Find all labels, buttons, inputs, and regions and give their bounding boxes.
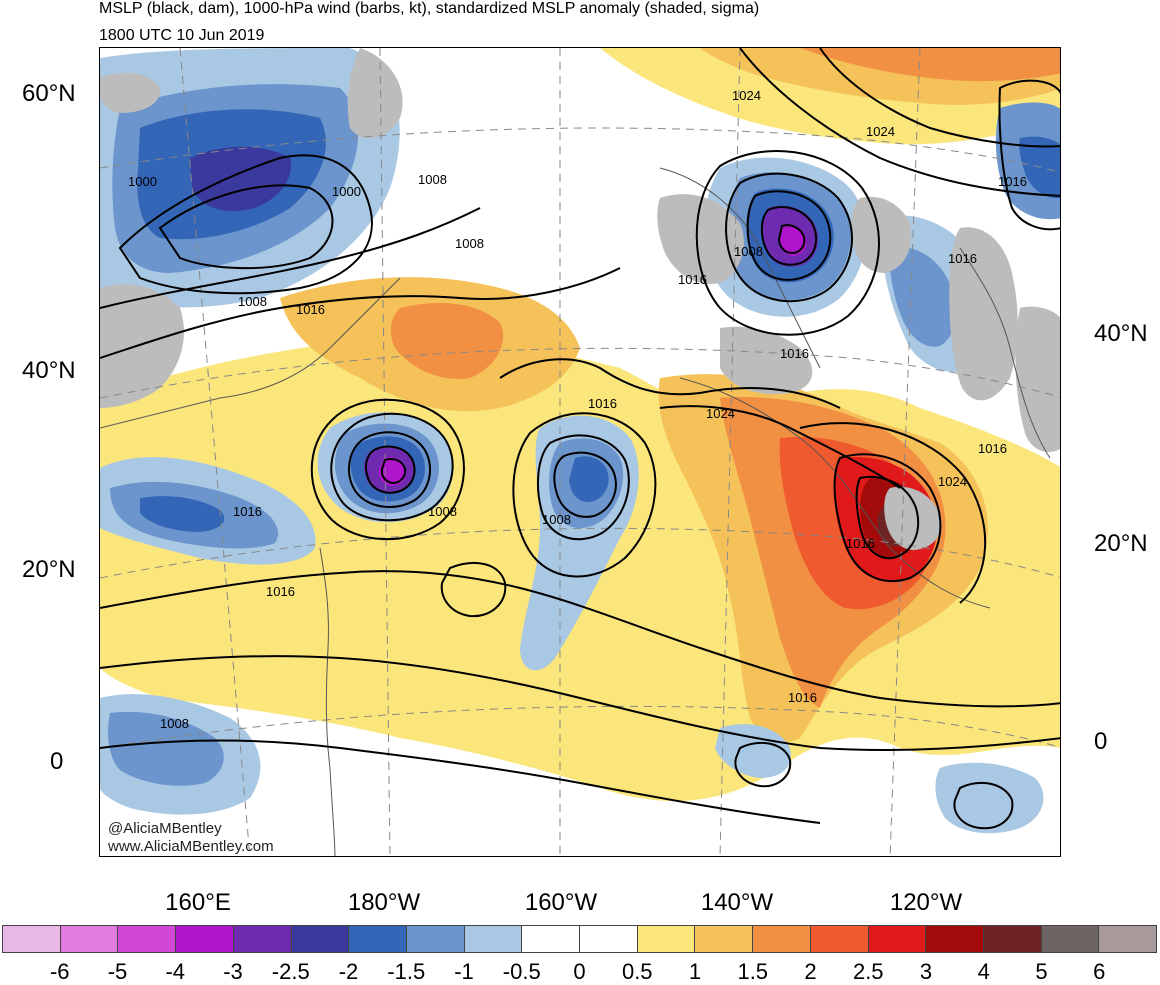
anomaly-colorbar <box>2 925 1157 953</box>
graticule <box>100 48 1060 856</box>
colorbar-tick-label: -0.5 <box>502 959 541 984</box>
colorbar-tick-label: 0 <box>573 959 586 984</box>
lon-label: 120°W <box>889 889 963 916</box>
lat-label-left: 20°N <box>22 556 76 583</box>
colorbar-tick-label: -6 <box>49 959 70 984</box>
colorbar-tick-label: 1.5 <box>737 959 769 984</box>
colorbar-tick-label: -3 <box>223 959 243 984</box>
colorbar-swatch <box>753 926 811 952</box>
colorbar-swatch <box>810 926 869 952</box>
isobar-label: 1016 <box>296 302 325 317</box>
isobar-label: 1016 <box>780 346 809 361</box>
map-canvas: 1024 1024 1016 1000 1000 1008 1008 1016 … <box>100 48 1060 856</box>
map-title: MSLP (black, dam), 1000-hPa wind (barbs,… <box>99 0 760 17</box>
colorbar-swatch <box>291 926 350 952</box>
lon-label: 180°W <box>347 889 421 916</box>
isobar-label: 1008 <box>238 294 267 309</box>
lon-label: 140°W <box>700 889 774 916</box>
isobar-label: 1016 <box>678 272 707 287</box>
isobar-label: 1000 <box>128 174 157 189</box>
anomaly-shading-negative <box>100 48 1060 834</box>
isobar-label: 1016 <box>846 536 875 551</box>
lat-label-right: 20°N <box>1094 530 1148 557</box>
credit-website: www.AliciaMBentley.com <box>107 838 274 855</box>
colorbar-tick-label: 0.5 <box>621 959 653 984</box>
colorbar-swatch <box>176 926 234 952</box>
isobar-label: 1008 <box>418 172 447 187</box>
isobar-label: 1016 <box>788 690 817 705</box>
lat-label-left: 60°N <box>22 80 76 107</box>
isobar-label: 1016 <box>998 174 1027 189</box>
isobar-label: 1008 <box>542 512 571 527</box>
colorbar-tick-label: 5 <box>1035 959 1048 984</box>
map-valid-time: 1800 UTC 10 Jun 2019 <box>99 27 265 44</box>
isobar-label: 1000 <box>332 184 361 199</box>
colorbar-swatch <box>406 926 465 952</box>
isobar-label: 1008 <box>428 504 457 519</box>
elevated-terrain-gray <box>100 48 1060 550</box>
colorbar-swatch <box>1099 926 1157 952</box>
lat-label-right: 0 <box>1094 728 1108 755</box>
colorbar-swatch <box>637 926 696 952</box>
colorbar-tick-label: -1.5 <box>387 959 426 984</box>
isobar-label: 1016 <box>266 584 295 599</box>
colorbar-tick-label: -1 <box>454 959 474 984</box>
colorbar-swatch <box>926 926 984 952</box>
isobar-label: 1016 <box>233 504 262 519</box>
colorbar-swatch <box>464 926 523 952</box>
isobar-label: 1008 <box>160 716 189 731</box>
colorbar-tick-label: 1 <box>688 959 702 984</box>
colorbar-swatch <box>118 926 177 952</box>
isobar-label: 1024 <box>866 124 895 139</box>
colorbar-tick-label: 3 <box>919 959 933 984</box>
colorbar-swatch <box>580 926 638 952</box>
colorbar-swatch <box>522 926 581 952</box>
isobar-label: 1008 <box>455 236 484 251</box>
colorbar-swatch <box>60 926 119 952</box>
colorbar-tick-label: 2 <box>804 959 817 984</box>
colorbar-tick-label: -5 <box>107 959 128 984</box>
lat-label-right: 40°N <box>1094 320 1148 347</box>
isobar-labels: 1024 1024 1016 1000 1000 1008 1008 1016 … <box>128 88 1027 731</box>
colorbar-tick-label: 4 <box>977 959 990 984</box>
isobar-label: 1016 <box>948 251 977 266</box>
lat-label-left: 40°N <box>22 357 76 384</box>
colorbar-swatch <box>1041 926 1100 952</box>
lon-label: 160°E <box>165 889 231 916</box>
colorbar-swatch <box>233 926 292 952</box>
colorbar-swatch <box>868 926 927 952</box>
isobar-label: 1016 <box>978 441 1007 456</box>
lon-label: 160°W <box>524 889 598 916</box>
isobar-label: 1016 <box>588 396 617 411</box>
isobar-label: 1024 <box>706 406 735 421</box>
credit-handle: @AliciaMBentley <box>108 820 222 837</box>
colorbar-swatch <box>983 926 1042 952</box>
isobar-label: 1008 <box>734 244 763 259</box>
colorbar-tick-label: 2.5 <box>852 959 884 984</box>
coastlines <box>100 167 1051 856</box>
colorbar-swatch <box>349 926 407 952</box>
isobars <box>100 48 1060 830</box>
map-panel: 1024 1024 1016 1000 1000 1008 1008 1016 … <box>99 47 1061 857</box>
colorbar-tick-label: -2 <box>338 959 359 984</box>
isobar-label: 1024 <box>732 88 761 103</box>
colorbar-tick-label: 6 <box>1093 959 1106 984</box>
colorbar-tick-label: -4 <box>165 959 186 984</box>
colorbar-swatch <box>695 926 754 952</box>
colorbar-tick-label: -2.5 <box>271 959 310 984</box>
colorbar-swatch <box>3 926 61 952</box>
lat-label-left: 0 <box>50 748 64 775</box>
isobar-label: 1024 <box>938 474 967 489</box>
